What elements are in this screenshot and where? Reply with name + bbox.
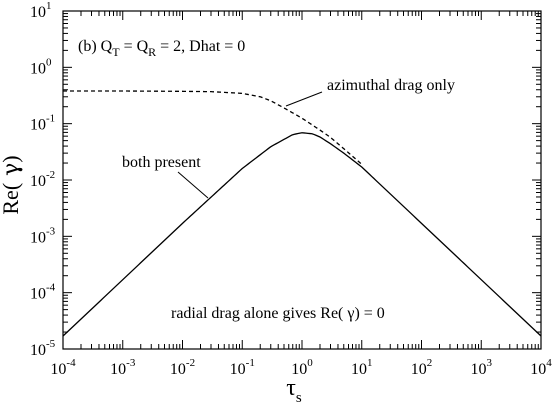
x-tick-label: 104 bbox=[530, 357, 552, 378]
x-tick-label: 102 bbox=[411, 357, 433, 378]
qt-subscript: T bbox=[112, 45, 120, 59]
x-axis-label-subscript: s bbox=[296, 390, 302, 406]
plot-frame bbox=[62, 10, 542, 350]
panel-label: (b) bbox=[78, 38, 97, 55]
params-rest: = 2, Dhat = 0 bbox=[160, 38, 245, 55]
annotation-azimuthal-pointer bbox=[285, 91, 323, 107]
x-axis-label: τs bbox=[286, 375, 302, 406]
y-tick-label: 10-3 bbox=[30, 225, 56, 246]
y-tick-label: 10-2 bbox=[30, 169, 55, 190]
annotation-radial: radial drag alone gives Re( γ) = 0 bbox=[171, 305, 385, 322]
y-axis-label-prefix: Re( bbox=[0, 183, 23, 215]
panel-parameters: (b) QT = QR = 2, Dhat = 0 bbox=[78, 38, 245, 59]
x-axis-label-symbol: τ bbox=[286, 375, 296, 401]
qr-subscript: R bbox=[148, 45, 156, 59]
x-tick-label: 10-2 bbox=[170, 357, 195, 378]
x-tick-label: 103 bbox=[471, 357, 493, 378]
y-tick-label: 10-1 bbox=[30, 113, 55, 134]
annotation-both-present: both present bbox=[122, 154, 201, 171]
y-tick-label: 100 bbox=[30, 56, 52, 77]
series-line-azimuthal-drag bbox=[63, 90, 363, 165]
x-tick-label: 100 bbox=[291, 357, 313, 378]
qr-symbol: = Q bbox=[124, 38, 149, 55]
annotation-azimuthal: azimuthal drag only bbox=[327, 77, 455, 94]
x-tick-label: 101 bbox=[351, 357, 373, 378]
y-axis-label-suffix: ) bbox=[0, 155, 23, 162]
x-tick-label: 10-3 bbox=[110, 357, 136, 378]
y-tick-label: 10-5 bbox=[30, 338, 56, 359]
y-axis-label: Re( γ) bbox=[0, 155, 24, 214]
x-tick-label: 10-1 bbox=[230, 357, 255, 378]
annotation-both-present-pointer bbox=[177, 171, 209, 199]
series-line-both-present bbox=[62, 132, 542, 337]
x-tick-label: 10-4 bbox=[50, 357, 76, 378]
y-tick-label: 10-4 bbox=[30, 282, 56, 303]
y-tick-label: 101 bbox=[30, 0, 52, 21]
qt-symbol: Q bbox=[101, 38, 113, 55]
y-axis-label-symbol: γ bbox=[0, 163, 24, 183]
